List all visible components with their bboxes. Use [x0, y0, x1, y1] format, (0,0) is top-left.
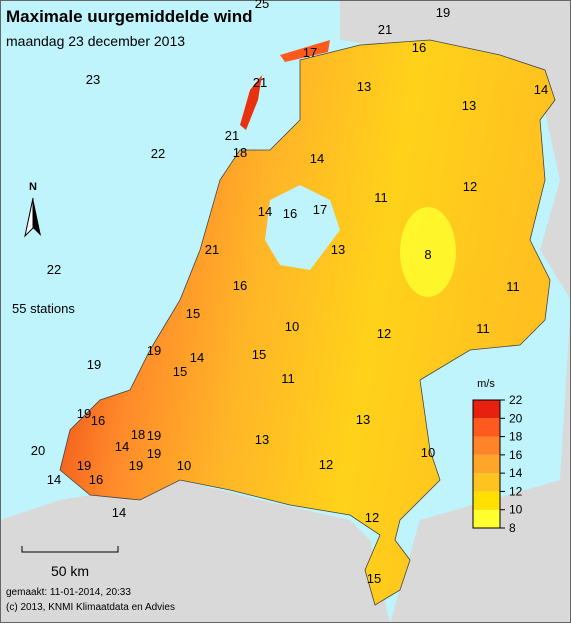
station-value: 11	[506, 279, 520, 294]
station-value: 14	[190, 350, 204, 365]
scale-bar	[21, 546, 119, 553]
station-value: 15	[367, 571, 381, 586]
station-value: 13	[356, 412, 370, 427]
station-value: 12	[463, 179, 477, 194]
island	[280, 40, 330, 62]
legend-tick-label: 16	[509, 448, 523, 462]
station-value: 17	[313, 202, 327, 217]
neighbour-land	[340, 0, 571, 623]
station-value: 21	[378, 22, 392, 37]
station-value: 19	[77, 406, 91, 421]
station-value: 25	[255, 0, 269, 11]
station-value: 17	[303, 45, 317, 60]
station-value: 13	[357, 79, 371, 94]
station-value: 14	[310, 151, 324, 166]
legend-tick-label: 10	[509, 503, 523, 517]
legend-unit: m/s	[477, 378, 495, 390]
station-value: 11	[476, 321, 490, 336]
title: Maximale uurgemiddelde wind	[6, 7, 253, 26]
credit: (c) 2013, KNMI Klimaatdata en Advies	[6, 602, 175, 613]
station-value: 13	[331, 242, 345, 257]
island	[240, 75, 262, 130]
netherlands	[59, 39, 556, 606]
legend-frame	[472, 399, 501, 529]
station-value: 10	[285, 319, 299, 334]
station-value: 19	[147, 428, 161, 443]
station-value: 14	[115, 439, 129, 454]
station-value: 22	[151, 146, 165, 161]
station-value: 18	[233, 145, 247, 160]
station-value: 14	[112, 505, 126, 520]
low-wind-area	[400, 207, 456, 297]
station-value: 13	[255, 432, 269, 447]
legend-tick-label: 14	[509, 466, 523, 480]
station-value: 19	[147, 446, 161, 461]
compass-label: N	[29, 181, 37, 193]
station-value: 8	[424, 247, 431, 262]
station-value: 13	[462, 98, 476, 113]
legend-band	[473, 454, 500, 474]
station-value: 15	[252, 347, 266, 362]
legend-band	[473, 436, 500, 455]
ijsselmeer	[265, 185, 340, 270]
station-value: 10	[421, 445, 435, 460]
legend-tick-label: 12	[509, 484, 523, 498]
station-value: 10	[177, 458, 191, 473]
legend-tick-label: 22	[509, 393, 523, 407]
station-value: 16	[89, 472, 103, 487]
legend-band	[473, 418, 500, 437]
station-value: 18	[131, 427, 145, 442]
compass	[33, 198, 41, 236]
station-value: 21	[205, 242, 219, 257]
station-value: 11	[374, 190, 388, 205]
legend-tick-label: 8	[509, 521, 516, 535]
station-value: 15	[186, 306, 200, 321]
station-value: 21	[225, 128, 239, 143]
legend-band	[473, 400, 500, 419]
station-value: 12	[319, 457, 333, 472]
station-value: 14	[258, 204, 272, 219]
station-value: 16	[91, 413, 105, 428]
station-value: 16	[283, 206, 297, 221]
belgium	[0, 480, 390, 623]
station-value: 14	[47, 472, 61, 487]
legend-tick-label: 20	[509, 411, 523, 425]
scale-label: 50 km	[51, 563, 89, 579]
station-value: 19	[87, 357, 101, 372]
station-value: 11	[281, 371, 295, 386]
station-value: 19	[77, 458, 91, 473]
station-value: 14	[534, 82, 548, 97]
station-count: 55 stations	[12, 301, 75, 316]
legend-band	[473, 509, 500, 528]
station-value: 21	[253, 75, 267, 90]
station-value: 16	[233, 278, 247, 293]
legend-band	[473, 491, 500, 510]
station-value: 12	[377, 326, 391, 341]
station-value: 19	[129, 458, 143, 473]
station-value: 22	[47, 262, 61, 277]
legend-band	[473, 473, 500, 492]
station-value: 23	[86, 72, 100, 87]
station-value: 16	[412, 40, 426, 55]
station-value: 12	[365, 510, 379, 525]
station-value: 19	[147, 343, 161, 358]
subtitle: maandag 23 december 2013	[6, 33, 185, 49]
station-value: 15	[173, 364, 187, 379]
credit: gemaakt: 11-01-2014, 20:33	[6, 587, 131, 598]
station-value: 20	[31, 443, 45, 458]
legend-tick-label: 18	[509, 430, 523, 444]
station-value: 19	[436, 5, 450, 20]
